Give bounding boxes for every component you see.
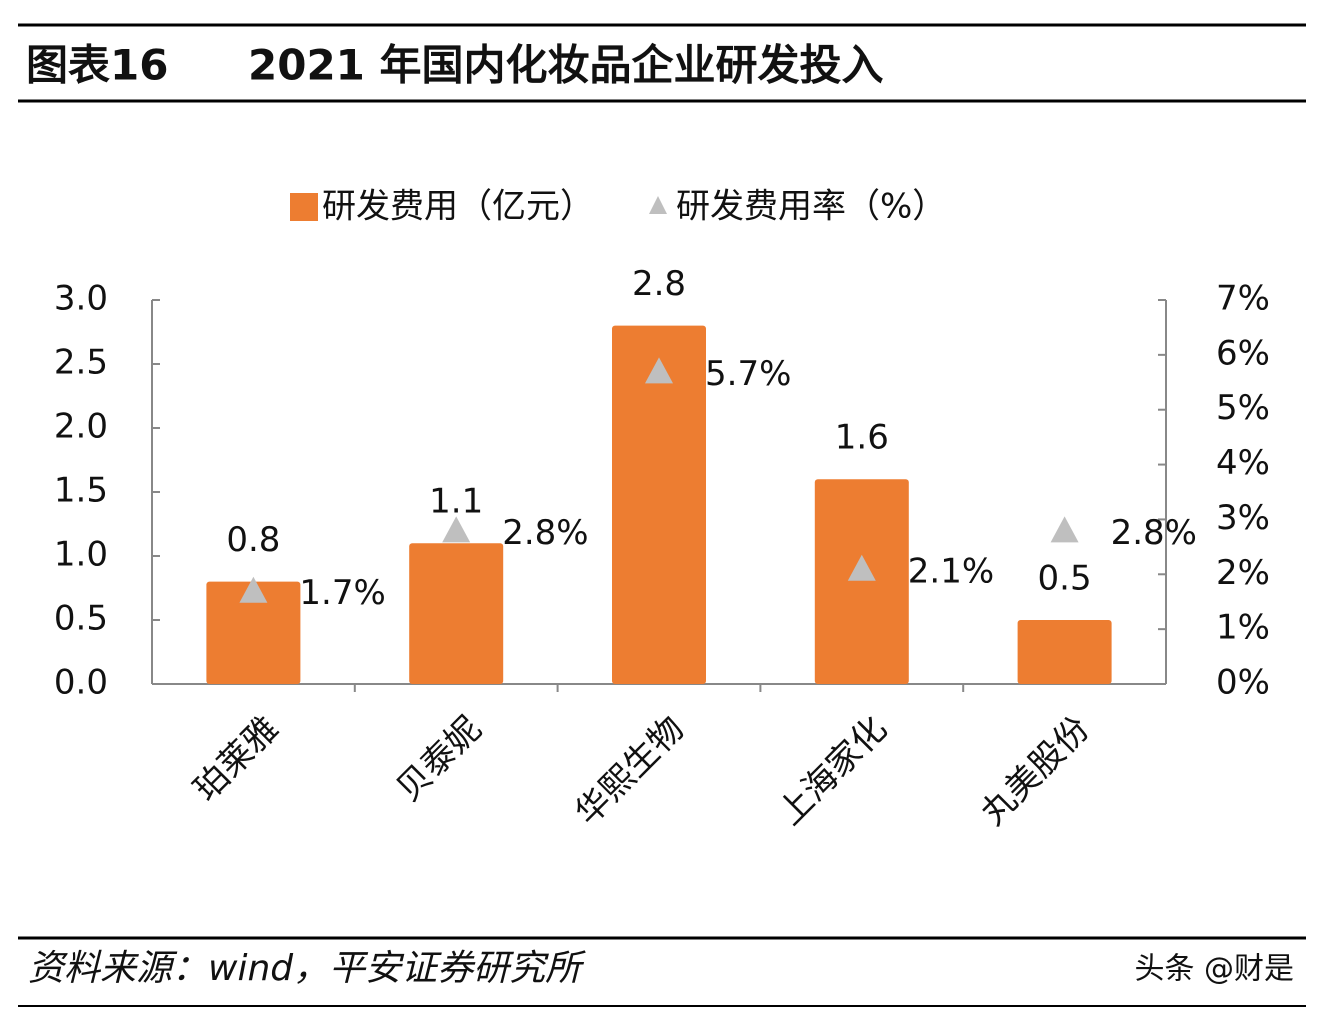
bar-value-label: 1.1 [429, 482, 483, 522]
y-tick-label: 1.0 [54, 535, 108, 575]
x-tick-label: 丸美股份 [973, 709, 1097, 833]
rate-marker [442, 516, 471, 543]
rate-marker [239, 576, 268, 603]
rate-marker [847, 554, 876, 581]
y2-tick-label: 3% [1216, 498, 1270, 538]
legend-label: 研发费用（亿元） [322, 187, 594, 227]
x-tick-label: 华熙生物 [568, 709, 692, 833]
bar [814, 479, 909, 684]
y-tick-label: 2.0 [54, 407, 108, 447]
source-note: 资料来源：wind，平安证券研究所 [28, 948, 586, 989]
rate-value-label: 5.7% [705, 354, 791, 394]
y2-tick-label: 6% [1216, 333, 1270, 373]
bar [206, 581, 301, 684]
figure-label: 图表16 [26, 41, 168, 90]
bar-value-label: 1.6 [835, 418, 889, 458]
bar [409, 543, 504, 684]
x-tick-label: 珀莱雅 [186, 709, 286, 809]
rate-value-label: 1.7% [299, 573, 385, 613]
x-tick-label: 贝泰妮 [389, 709, 489, 809]
watermark: 头条 @财是 [1134, 952, 1294, 987]
bar [612, 325, 706, 684]
x-tick-label: 上海家化 [770, 709, 894, 833]
legend-swatch [649, 196, 667, 214]
bar-value-label: 0.8 [226, 520, 280, 560]
y2-tick-label: 2% [1216, 553, 1270, 593]
rate-value-label: 2.8% [1111, 513, 1197, 553]
rate-marker [645, 357, 673, 384]
rate-value-label: 2.8% [502, 513, 588, 553]
bar [1017, 620, 1112, 684]
bar-value-label: 2.8 [632, 264, 686, 304]
bar-value-label: 0.5 [1038, 559, 1092, 599]
y2-tick-label: 0% [1216, 663, 1270, 703]
y2-tick-label: 7% [1216, 279, 1270, 319]
y-tick-label: 0.5 [54, 599, 108, 639]
rate-marker [1050, 516, 1079, 543]
rate-value-label: 2.1% [908, 551, 994, 591]
legend-swatch [290, 193, 318, 221]
y-tick-label: 3.0 [54, 279, 108, 319]
y2-tick-label: 1% [1216, 608, 1270, 648]
legend-label: 研发费用率（%） [676, 187, 946, 227]
y-tick-label: 0.0 [54, 663, 108, 703]
y2-tick-label: 5% [1216, 388, 1270, 428]
y-tick-label: 1.5 [54, 471, 108, 511]
chart-title: 2021 年国内化妆品企业研发投入 [248, 41, 884, 90]
y2-tick-label: 4% [1216, 443, 1270, 483]
y-tick-label: 2.5 [54, 343, 108, 383]
